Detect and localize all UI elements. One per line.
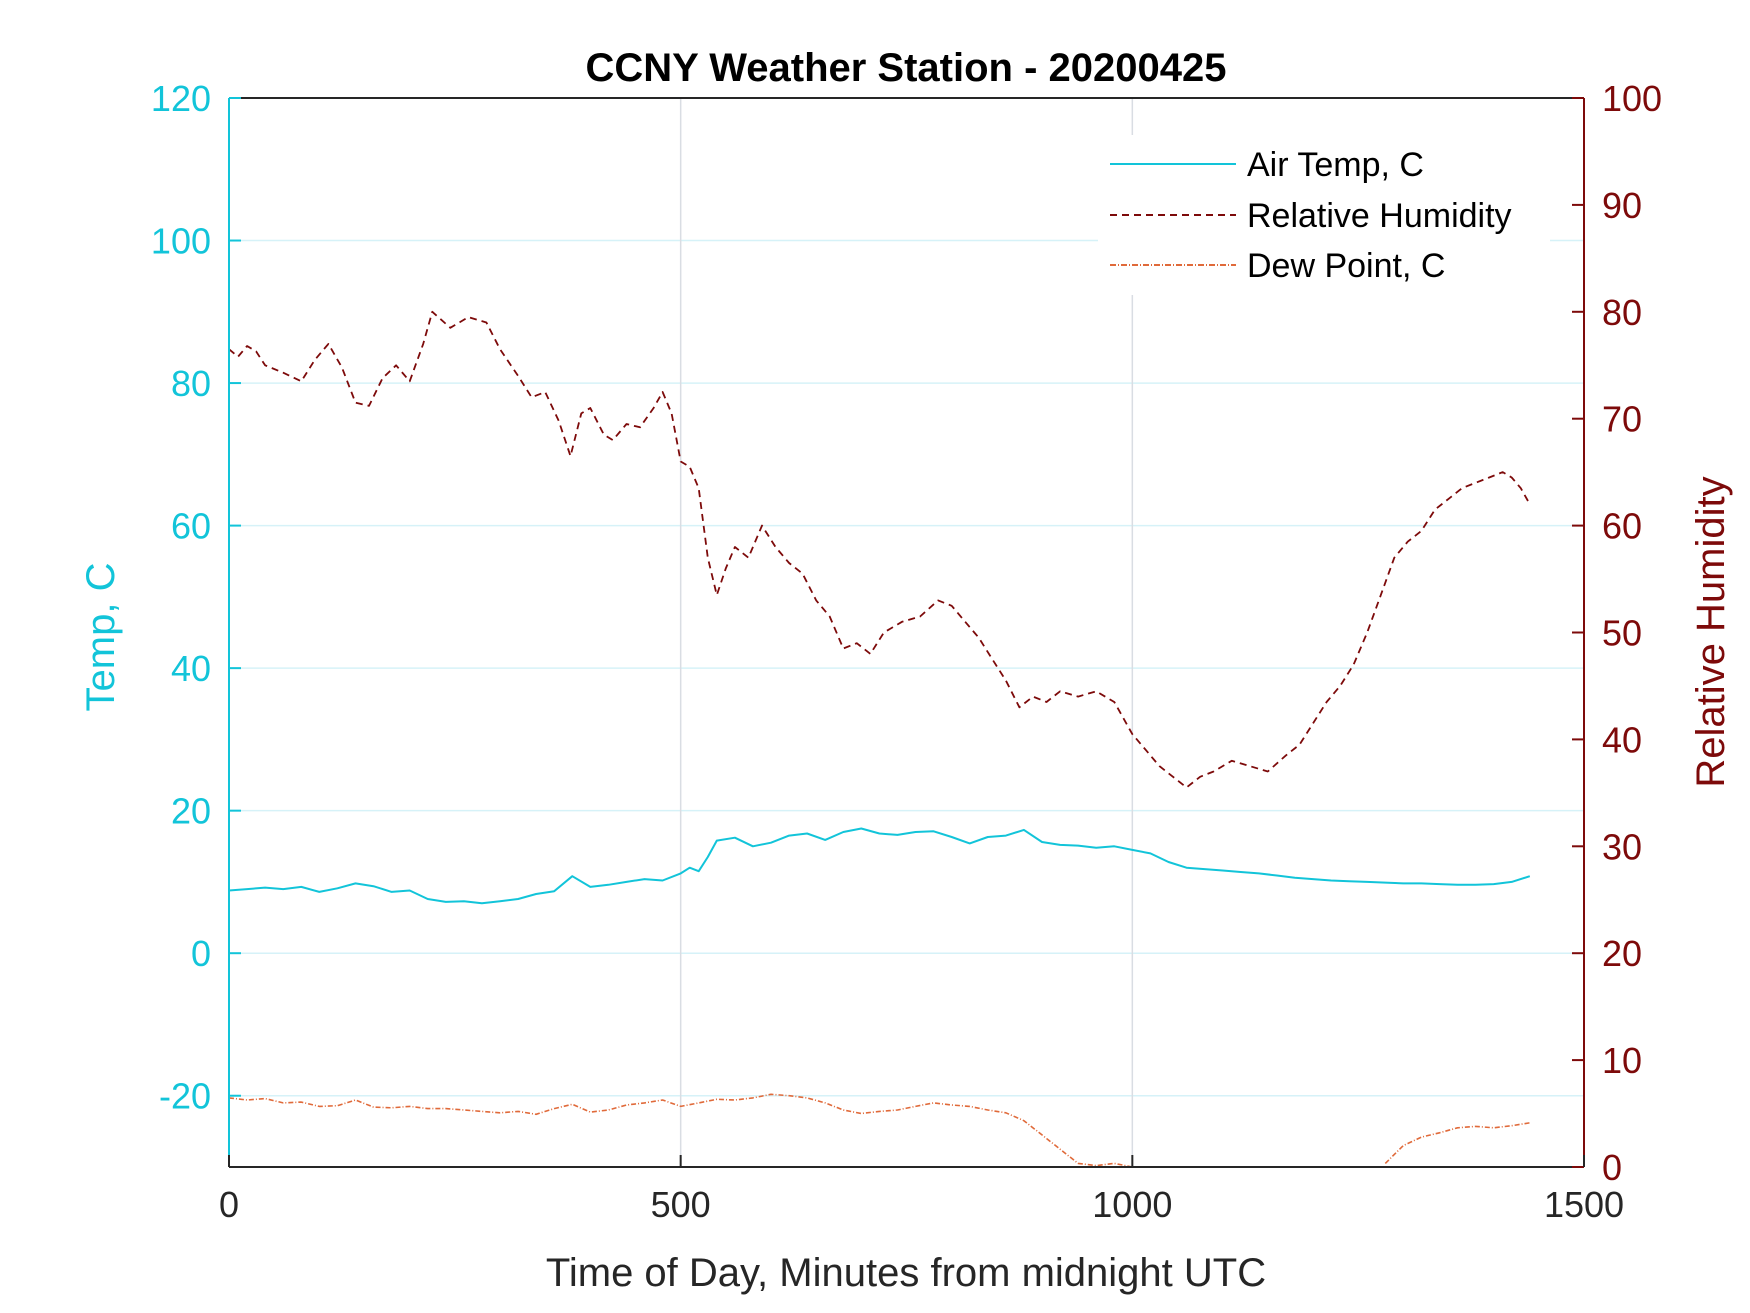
y-right-tick-label: 60	[1602, 506, 1642, 547]
y-left-tick-label: 120	[151, 78, 211, 119]
y-left-tick-label: 40	[171, 648, 211, 689]
x-tick-label: 1500	[1544, 1184, 1624, 1225]
series-line-air-temp-c	[228, 827, 1531, 905]
y-right-tick-label: 10	[1602, 1040, 1642, 1081]
legend-label-dew-point: Dew Point, C	[1247, 247, 1445, 285]
y-left-tick-label: 80	[171, 363, 211, 404]
series-layer	[228, 310, 1531, 1168]
y-left-tick-label: 60	[171, 506, 211, 547]
x-tick-label: 500	[651, 1184, 711, 1225]
y-left-tick-label: 20	[171, 791, 211, 832]
y-right-tick-label: 50	[1602, 613, 1642, 654]
y-right-tick-label: 30	[1602, 826, 1642, 867]
y-right-tick-label: 70	[1602, 399, 1642, 440]
series-line-dew-point-c	[228, 1093, 1530, 1168]
y-right-tick-label: 0	[1602, 1147, 1622, 1188]
y-axis-left-label: Temp, C	[79, 563, 123, 712]
series-line-relative-humidity	[228, 310, 1531, 789]
axes-layer: -20 0 20 40 60 80 100 120 0 10 20 30 40 50 60 70 80 90 100…	[151, 78, 1662, 1225]
y-right-tick-label: 90	[1602, 185, 1642, 226]
chart-title: CCNY Weather Station - 20200425	[586, 46, 1227, 90]
x-tick-label: 0	[219, 1184, 239, 1225]
y-left-tick-label: 100	[151, 221, 211, 262]
legend-label-air-temp: Air Temp, C	[1247, 146, 1424, 184]
y-right-tick-label: 100	[1602, 78, 1662, 119]
y-axis-right-label: Relative Humidity	[1689, 476, 1733, 787]
legend-label-relative-humidity: Relative Humidity	[1247, 197, 1512, 235]
y-right-tick-label: 80	[1602, 292, 1642, 333]
y-right-tick-label: 20	[1602, 933, 1642, 974]
y-left-tick-label: -20	[159, 1076, 211, 1117]
y-right-tick-label: 40	[1602, 719, 1642, 760]
x-tick-label: 1000	[1092, 1184, 1172, 1225]
y-left-tick-label: 0	[191, 933, 211, 974]
legend: Air Temp, C Relative Humidity Dew Point,…	[1098, 135, 1550, 295]
x-axis-label: Time of Day, Minutes from midnight UTC	[546, 1251, 1266, 1295]
